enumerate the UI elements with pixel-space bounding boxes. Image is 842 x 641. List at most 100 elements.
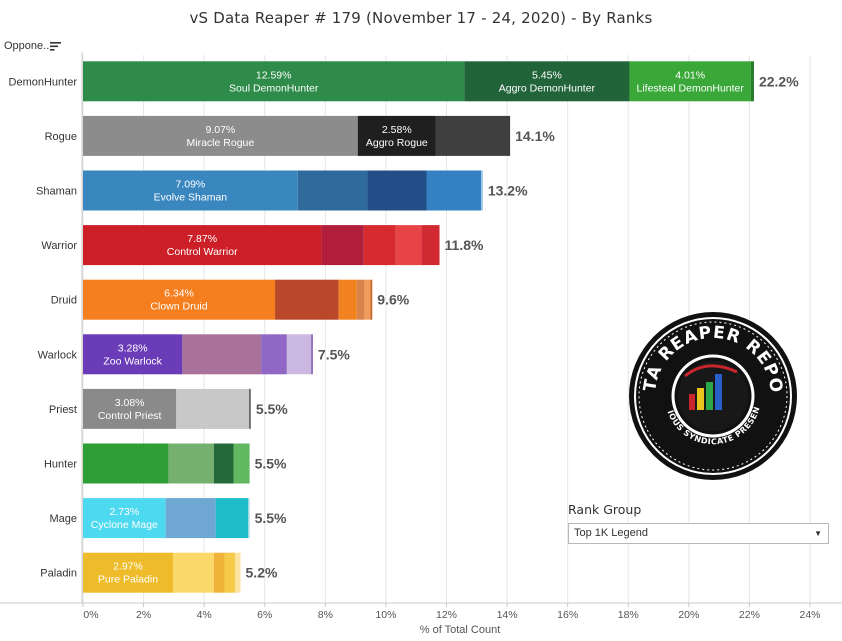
bar-segment-hunter-other-2[interactable]: [213, 443, 234, 484]
bar-segment-paladin-other-2[interactable]: [213, 552, 225, 593]
segment-value-label: 4.01%: [675, 69, 705, 81]
segment-name-label: Soul DemonHunter: [229, 82, 319, 94]
row-total-label-priest: 5.5%: [256, 401, 288, 417]
segment-value-label: 3.28%: [118, 342, 148, 354]
segment-value-label: 2.97%: [113, 561, 143, 573]
chart-title: vS Data Reaper # 179 (November 17 - 24, …: [189, 9, 653, 27]
rank-group-dropdown[interactable]: Top 1K Legend ▼: [568, 523, 829, 544]
segment-value-label: 6.34%: [164, 288, 194, 300]
row-total-label-druid: 9.6%: [377, 292, 409, 308]
bar-segment-mage-cyclone-mage[interactable]: [83, 498, 166, 539]
bar-segment-paladin-pure-paladin[interactable]: [83, 552, 173, 593]
bar-segment-druid-other-2[interactable]: [338, 279, 357, 320]
segment-name-label: Zoo Warlock: [103, 355, 162, 367]
x-tick-label: 10%: [375, 609, 396, 621]
bar-segment-paladin-other-4[interactable]: [235, 552, 241, 593]
row-label-rogue: Rogue: [45, 131, 77, 143]
bar-segment-demonhunter-lifesteal-demonhunter[interactable]: [629, 61, 751, 102]
bar-segment-warlock-other-2[interactable]: [261, 334, 287, 375]
bar-segment-shaman-other-3[interactable]: [426, 170, 482, 211]
segment-name-label: Control Priest: [98, 410, 162, 422]
row-label-warlock: Warlock: [38, 349, 78, 361]
row-label-demonhunter: DemonHunter: [9, 76, 78, 88]
segment-value-label: 5.45%: [532, 69, 562, 81]
row-total-label-mage: 5.5%: [255, 510, 287, 526]
x-tick-label: 14%: [497, 609, 518, 621]
segment-value-label: 12.59%: [256, 69, 292, 81]
bar-segment-mage-other-2[interactable]: [215, 498, 249, 539]
chevron-down-icon[interactable]: ▼: [814, 529, 822, 538]
bar-segment-priest-control-priest[interactable]: [83, 388, 177, 429]
row-total-label-warrior: 11.8%: [445, 237, 484, 253]
bar-segment-rogue-other-2[interactable]: [435, 115, 511, 156]
bar-segment-hunter-other-3[interactable]: [233, 443, 250, 484]
row-total-label-shaman: 13.2%: [488, 183, 528, 199]
bar-segment-hunter-other-0[interactable]: [83, 443, 169, 484]
x-tick-label: 20%: [678, 609, 699, 621]
x-tick-label: 6%: [257, 609, 272, 621]
bar-segment-warrior-other-1[interactable]: [321, 225, 364, 266]
bar-segment-paladin-other-3[interactable]: [224, 552, 236, 593]
row-total-label-warlock: 7.5%: [318, 346, 350, 362]
bar-segment-rogue-aggro-rogue[interactable]: [357, 115, 436, 156]
row-label-warrior: Warrior: [41, 240, 77, 252]
bar-segment-warlock-other-3[interactable]: [286, 334, 312, 375]
row-total-label-hunter: 5.5%: [255, 456, 287, 472]
bar-segment-druid-other-1[interactable]: [275, 279, 339, 320]
bar-segment-demonhunter-soul-demonhunter[interactable]: [83, 61, 465, 102]
x-tick-label: 24%: [799, 609, 820, 621]
bar-segment-mage-other-1[interactable]: [165, 498, 216, 539]
bar-segment-warlock-zoo-warlock[interactable]: [83, 334, 183, 375]
bar-segment-warrior-control-warrior[interactable]: [83, 225, 322, 266]
row-total-label-paladin: 5.2%: [246, 565, 278, 581]
segment-name-label: Control Warrior: [167, 246, 238, 258]
bar-segment-warlock-other-1[interactable]: [182, 334, 262, 375]
bar-segment-demonhunter-aggro-demonhunter[interactable]: [464, 61, 630, 102]
segment-name-label: Evolve Shaman: [154, 192, 228, 204]
x-tick-label: 2%: [136, 609, 151, 621]
segment-name-label: Pure Paladin: [98, 574, 158, 586]
x-tick-label: 16%: [557, 609, 578, 621]
sort-icon[interactable]: [50, 41, 61, 51]
row-label-hunter: Hunter: [44, 459, 77, 471]
x-tick-label: 4%: [197, 609, 212, 621]
x-axis-title: % of Total Count: [419, 624, 501, 636]
bar-segment-druid-other-5[interactable]: [370, 279, 373, 320]
row-label-paladin: Paladin: [40, 568, 77, 580]
bar-segment-druid-clown-druid[interactable]: [83, 279, 276, 320]
row-label-priest: Priest: [49, 404, 77, 416]
bar-segment-rogue-miracle-rogue[interactable]: [83, 115, 358, 156]
bar-segment-druid-other-4[interactable]: [364, 279, 371, 320]
segment-name-label: Miracle Rogue: [187, 137, 255, 149]
row-total-label-rogue: 14.1%: [515, 128, 555, 144]
bar-segment-shaman-other-4[interactable]: [481, 170, 483, 211]
bar-segment-mage-other-3[interactable]: [248, 498, 250, 539]
bar-segment-paladin-other-1[interactable]: [172, 552, 214, 593]
bar-segment-hunter-other-1[interactable]: [168, 443, 214, 484]
bar-segment-shaman-other-2[interactable]: [367, 170, 427, 211]
rank-group-filter: Rank Group Top 1K Legend ▼: [568, 502, 829, 544]
segment-name-label: Aggro Rogue: [366, 137, 428, 149]
bar-segment-shaman-evolve-shaman[interactable]: [83, 170, 298, 211]
segment-value-label: 2.58%: [382, 124, 412, 136]
x-tick-label: 0%: [83, 609, 98, 621]
bar-segment-warrior-other-3[interactable]: [395, 225, 422, 266]
segment-value-label: 3.08%: [115, 397, 145, 409]
rank-group-title: Rank Group: [568, 502, 642, 517]
bar-segment-priest-other-2[interactable]: [248, 388, 251, 429]
row-label-mage: Mage: [49, 513, 77, 525]
segment-value-label: 2.73%: [109, 506, 139, 518]
bar-segment-warrior-other-2[interactable]: [363, 225, 396, 266]
bar-segment-shaman-other-1[interactable]: [297, 170, 368, 211]
bar-segment-druid-other-3[interactable]: [356, 279, 365, 320]
bar-segment-warrior-other-4[interactable]: [421, 225, 440, 266]
segment-value-label: 7.09%: [175, 179, 205, 191]
column-header-opponent[interactable]: Oppone..: [4, 40, 50, 52]
x-tick-label: 8%: [318, 609, 333, 621]
bar-segment-warlock-other-4[interactable]: [311, 334, 313, 375]
segment-value-label: 9.07%: [205, 124, 235, 136]
bar-segment-priest-other-1[interactable]: [176, 388, 249, 429]
bar-segment-demonhunter-other-3[interactable]: [750, 61, 754, 102]
x-tick-label: 18%: [618, 609, 639, 621]
